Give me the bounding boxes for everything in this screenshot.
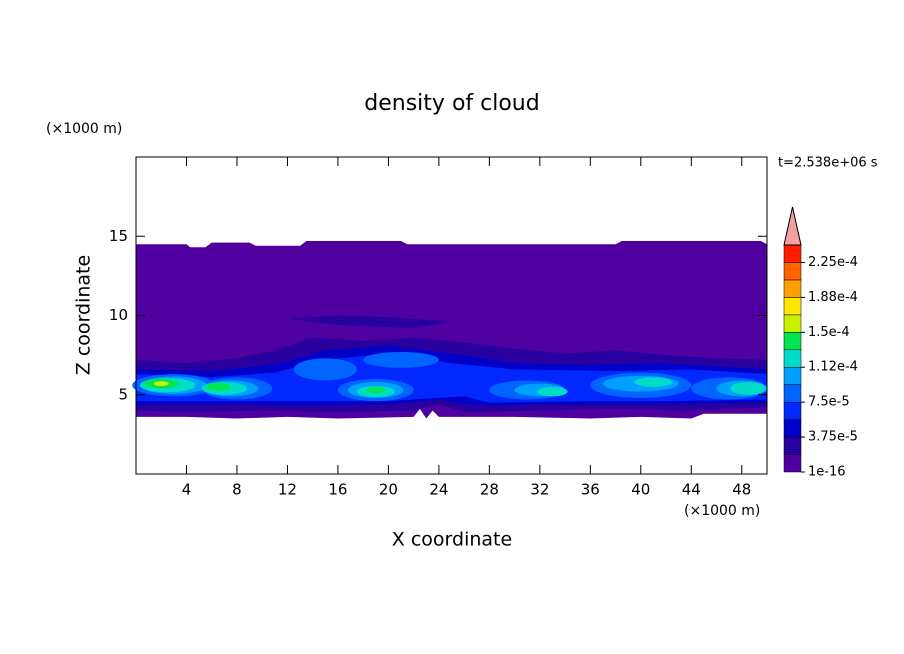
x-tick-label: 20 — [379, 481, 398, 499]
contour-region — [730, 382, 766, 395]
y-unit: (×1000 m) — [46, 121, 122, 137]
colorbar-label: 7.5e-5 — [808, 395, 850, 410]
colorbar-band — [783, 332, 802, 351]
x-tick-label: 4 — [182, 481, 192, 499]
colorbar-band — [783, 366, 802, 385]
colorbar-label: 1e-16 — [808, 465, 846, 480]
colorbar-band — [783, 436, 802, 455]
colorbar-band — [783, 384, 802, 403]
contour-region — [293, 358, 357, 381]
chart-title: density of cloud — [364, 91, 539, 116]
colorbar-band — [783, 279, 802, 298]
colorbar-label: 1.5e-4 — [808, 325, 850, 340]
x-tick-label: 12 — [278, 481, 297, 499]
y-tick-label: 5 — [118, 385, 128, 403]
x-tick-label: 8 — [232, 481, 242, 499]
x-tick-label: 28 — [480, 481, 499, 499]
x-axis-label: X coordinate — [392, 529, 512, 551]
x-tick-label: 44 — [682, 481, 701, 499]
y-axis-label: Z coordinate — [73, 255, 95, 375]
colorbar-extend — [783, 206, 802, 246]
colorbar-label: 1.88e-4 — [808, 290, 858, 305]
y-tick-label: 15 — [109, 227, 128, 245]
colorbar-label: 1.12e-4 — [808, 360, 858, 375]
x-tick-label: 24 — [429, 481, 448, 499]
colorbar-band — [783, 401, 802, 420]
contour-region — [205, 382, 231, 391]
contour-region — [365, 386, 386, 394]
contour-region — [287, 315, 452, 329]
contour-region — [363, 351, 439, 368]
colorbar-band — [783, 349, 802, 368]
annotation: t=2.538e+06 s — [778, 156, 878, 171]
y-tick-label: 10 — [109, 306, 128, 324]
colorbar-band — [783, 262, 802, 281]
colorbar-label: 2.25e-4 — [808, 255, 858, 270]
contour-region — [153, 381, 169, 387]
x-tick-label: 40 — [631, 481, 650, 499]
x-tick-label: 32 — [530, 481, 549, 499]
contour-region — [634, 377, 673, 387]
colorbar-band — [783, 244, 802, 263]
x-unit: (×1000 m) — [684, 503, 760, 519]
x-tick-label: 48 — [732, 481, 751, 499]
colorbar-band — [783, 419, 802, 438]
colorbar-band — [783, 314, 802, 333]
contour-region — [537, 386, 568, 397]
colorbar-label: 3.75e-5 — [808, 430, 858, 445]
x-tick-label: 16 — [328, 481, 347, 499]
x-tick-label: 36 — [581, 481, 600, 499]
colorbar-band — [783, 297, 802, 316]
colorbar-band — [783, 454, 802, 473]
